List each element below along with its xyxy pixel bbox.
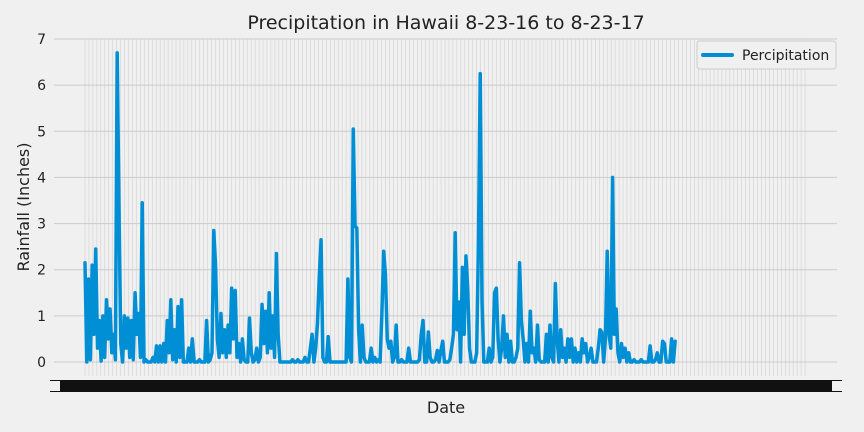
y-tick-label: 1 xyxy=(37,309,46,325)
plot-area: 0 1 2 3 4 5 6 7 xyxy=(37,32,842,392)
y-tick-label: 2 xyxy=(37,263,46,279)
y-tick-label: 3 xyxy=(37,217,46,233)
legend: Percipitation xyxy=(696,40,837,70)
y-tick-label: 7 xyxy=(37,32,46,48)
y-axis-ticks: 0 1 2 3 4 5 6 7 xyxy=(37,32,46,371)
series-layer xyxy=(83,51,677,364)
y-axis-label: Rainfall (Inches) xyxy=(14,142,33,271)
y-tick-label: 4 xyxy=(37,170,46,186)
x-tick-labels-left-edge xyxy=(50,381,60,391)
series-line-0 xyxy=(83,51,677,364)
legend-label: Percipitation xyxy=(742,48,829,64)
y-tick-label: 6 xyxy=(37,78,46,94)
legend-box xyxy=(696,40,837,70)
chart-title: Precipitation in Hawaii 8-23-16 to 8-23-… xyxy=(247,12,644,34)
x-axis-label: Date xyxy=(427,398,465,417)
y-tick-label: 0 xyxy=(37,355,46,371)
y-tick-label: 5 xyxy=(37,124,46,140)
x-axis-tick-labels xyxy=(50,380,842,392)
x-tick-labels-right-edge xyxy=(832,381,842,391)
x-tick-labels-overlap xyxy=(50,380,842,392)
